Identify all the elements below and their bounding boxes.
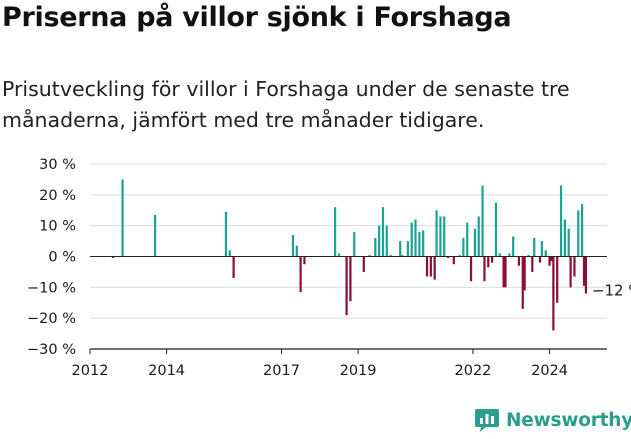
last-value-annotation: −12 % <box>592 282 631 300</box>
bar <box>527 254 530 257</box>
bar <box>414 219 417 257</box>
bar <box>512 236 515 257</box>
x-tick-label: 2017 <box>263 363 300 379</box>
bars <box>111 179 588 331</box>
bar <box>333 207 337 257</box>
bar <box>552 256 555 331</box>
bar <box>504 256 507 288</box>
bar <box>582 256 586 286</box>
bar <box>303 256 306 265</box>
bar <box>422 230 425 257</box>
bar <box>443 216 446 257</box>
bar <box>458 254 461 257</box>
bar <box>531 256 534 272</box>
bar <box>385 225 388 257</box>
bar <box>435 210 438 257</box>
x-tick-label: 2024 <box>531 363 568 379</box>
bar <box>544 250 547 257</box>
bar <box>232 256 235 279</box>
bar <box>446 256 450 259</box>
bar <box>368 254 371 257</box>
bar <box>433 256 436 280</box>
y-tick-label: 0 % <box>48 250 76 266</box>
bar <box>349 256 352 302</box>
bar <box>581 204 584 257</box>
bar <box>533 238 536 257</box>
bar <box>295 245 298 257</box>
x-tick-label: 2012 <box>72 363 109 379</box>
bar <box>491 256 494 263</box>
bar <box>111 256 115 259</box>
bar <box>121 179 124 257</box>
bar <box>452 256 455 265</box>
bar <box>425 256 429 277</box>
y-tick-label: −20 % <box>27 311 76 327</box>
bar <box>418 231 421 257</box>
axes <box>89 256 607 354</box>
bar <box>469 256 473 282</box>
bar <box>439 216 442 257</box>
newsworthy-logo-icon <box>475 409 499 432</box>
bar <box>337 253 341 257</box>
bar <box>538 256 542 263</box>
bar <box>154 214 157 257</box>
bar <box>466 222 469 257</box>
bar <box>567 228 570 257</box>
bar <box>410 222 413 257</box>
bar <box>374 238 377 257</box>
bar <box>508 253 511 257</box>
bar <box>517 256 521 266</box>
bar <box>569 256 572 288</box>
bar <box>378 225 381 257</box>
bar <box>353 231 356 257</box>
bar <box>521 256 524 309</box>
bar <box>399 241 402 257</box>
y-tick-label: 10 % <box>39 219 76 235</box>
y-tick-label: −30 % <box>27 342 76 358</box>
bar <box>291 234 295 257</box>
x-tick-label: 2022 <box>455 363 492 379</box>
x-tick-label: 2014 <box>148 363 185 379</box>
chart-subtitle: Prisutveckling för villor i Forshaga und… <box>2 77 570 132</box>
bar <box>577 210 580 257</box>
bar <box>362 256 365 272</box>
bar <box>584 256 588 294</box>
bar <box>462 238 465 257</box>
bar <box>502 256 505 288</box>
bar <box>477 216 480 257</box>
bar <box>540 241 543 257</box>
bar <box>345 256 348 316</box>
bar <box>494 202 498 257</box>
bar <box>481 185 484 257</box>
bar <box>224 211 228 257</box>
bar <box>299 256 302 292</box>
x-tick-label: 2019 <box>340 363 377 379</box>
bar <box>473 228 476 257</box>
bar <box>559 185 563 257</box>
bar <box>381 207 385 257</box>
bar <box>573 256 576 277</box>
bar <box>487 256 490 268</box>
bar <box>401 254 404 257</box>
bar <box>483 256 486 282</box>
bar <box>389 254 392 257</box>
bar <box>556 256 559 303</box>
bar <box>550 256 553 262</box>
chart-title: Priserna på villor sjönk i Forshaga <box>2 2 512 33</box>
y-tick-label: 30 % <box>39 157 76 173</box>
bar <box>228 250 231 257</box>
bar <box>429 256 432 277</box>
bar <box>548 256 551 266</box>
y-tick-label: −10 % <box>27 280 76 296</box>
newsworthy-logo-text: Newsworthy <box>506 409 631 431</box>
tick-labels: 30 % 20 % 10 % 0 % −10 % −20 % −30 % 2012 2014 20… <box>27 157 631 379</box>
newsworthy-logo: Newsworthy <box>474 408 631 432</box>
y-tick-label: 20 % <box>39 188 76 204</box>
bar <box>498 253 501 257</box>
bar <box>523 256 526 291</box>
bar <box>563 219 566 257</box>
bar <box>406 241 409 257</box>
